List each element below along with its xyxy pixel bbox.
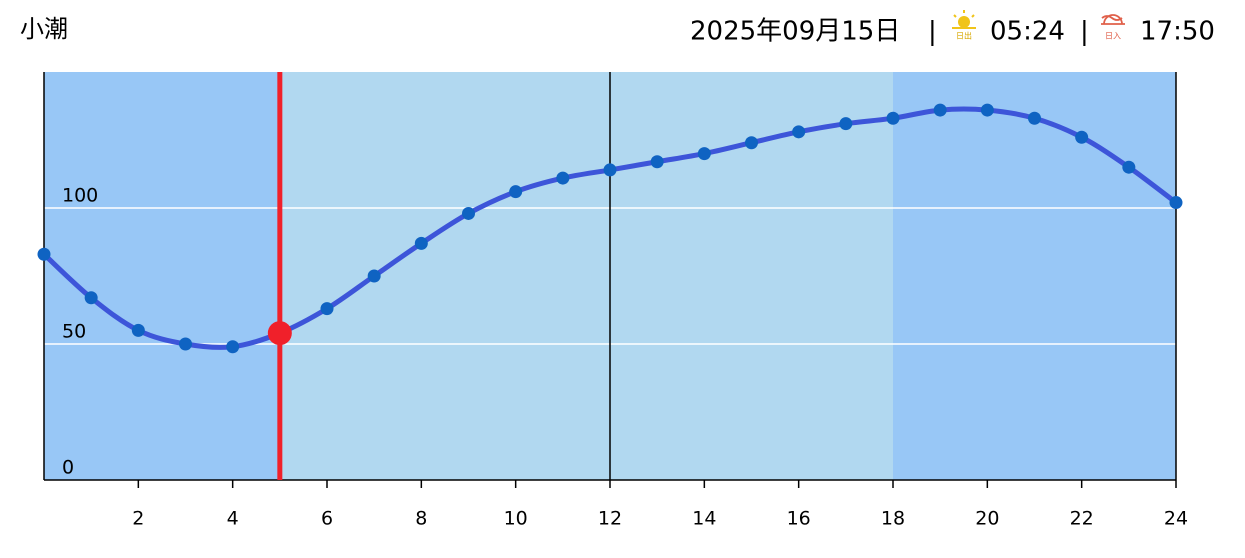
x-tick-label: 24 [1164, 508, 1188, 530]
tide-point [414, 236, 428, 250]
tide-point [37, 247, 51, 261]
sunset-icon: 日入 [1101, 14, 1125, 41]
date: 2025年09月15日 [690, 17, 900, 47]
x-tick-label: 8 [415, 508, 427, 530]
tide-point [1169, 196, 1183, 210]
day-band [279, 72, 893, 480]
sunset-icon-label: 日入 [1105, 32, 1121, 41]
tide-point [650, 155, 664, 169]
tide-point [1122, 160, 1136, 174]
y-tick-label: 50 [62, 321, 86, 343]
tide-point [697, 147, 711, 161]
tide-point [745, 136, 758, 150]
tide-point [509, 185, 523, 199]
tide-point [179, 337, 192, 351]
tide-point [933, 103, 947, 117]
tide-point [1028, 111, 1041, 125]
x-tick-label: 12 [598, 508, 622, 530]
tide-point [131, 323, 145, 337]
current-point [267, 321, 292, 346]
tide-point [367, 269, 381, 283]
x-tick-label: 20 [975, 508, 999, 530]
x-tick-label: 14 [692, 508, 716, 530]
x-tick-label: 16 [787, 508, 811, 530]
sunrise-time: 05:24 [990, 17, 1065, 47]
tide-point [980, 103, 994, 117]
tide-point [462, 206, 475, 220]
x-tick-label: 4 [227, 508, 239, 530]
sunrise-icon-label: 日出 [956, 31, 972, 41]
x-tick-label: 18 [881, 508, 905, 530]
tide-point [1075, 130, 1089, 144]
separator: | [928, 17, 937, 47]
sunset-time: 17:50 [1140, 17, 1215, 47]
tide-point [556, 171, 570, 185]
tide-point [603, 163, 617, 177]
tide-point [839, 117, 853, 131]
tide-point [84, 291, 98, 305]
x-tick-label: 6 [321, 508, 333, 530]
y-tick-label: 0 [62, 457, 74, 479]
tide-point [886, 111, 900, 125]
x-tick-label: 10 [504, 508, 528, 530]
sunrise-icon: 日出 [952, 10, 976, 41]
y-tick-label: 100 [62, 185, 98, 207]
tide-name: 小潮 [20, 15, 68, 43]
x-tick-label: 2 [132, 508, 144, 530]
tide-point [792, 125, 806, 139]
separator: | [1080, 17, 1089, 47]
tide-point [320, 302, 334, 316]
x-tick-label: 22 [1070, 508, 1094, 530]
tide-point [226, 340, 240, 354]
